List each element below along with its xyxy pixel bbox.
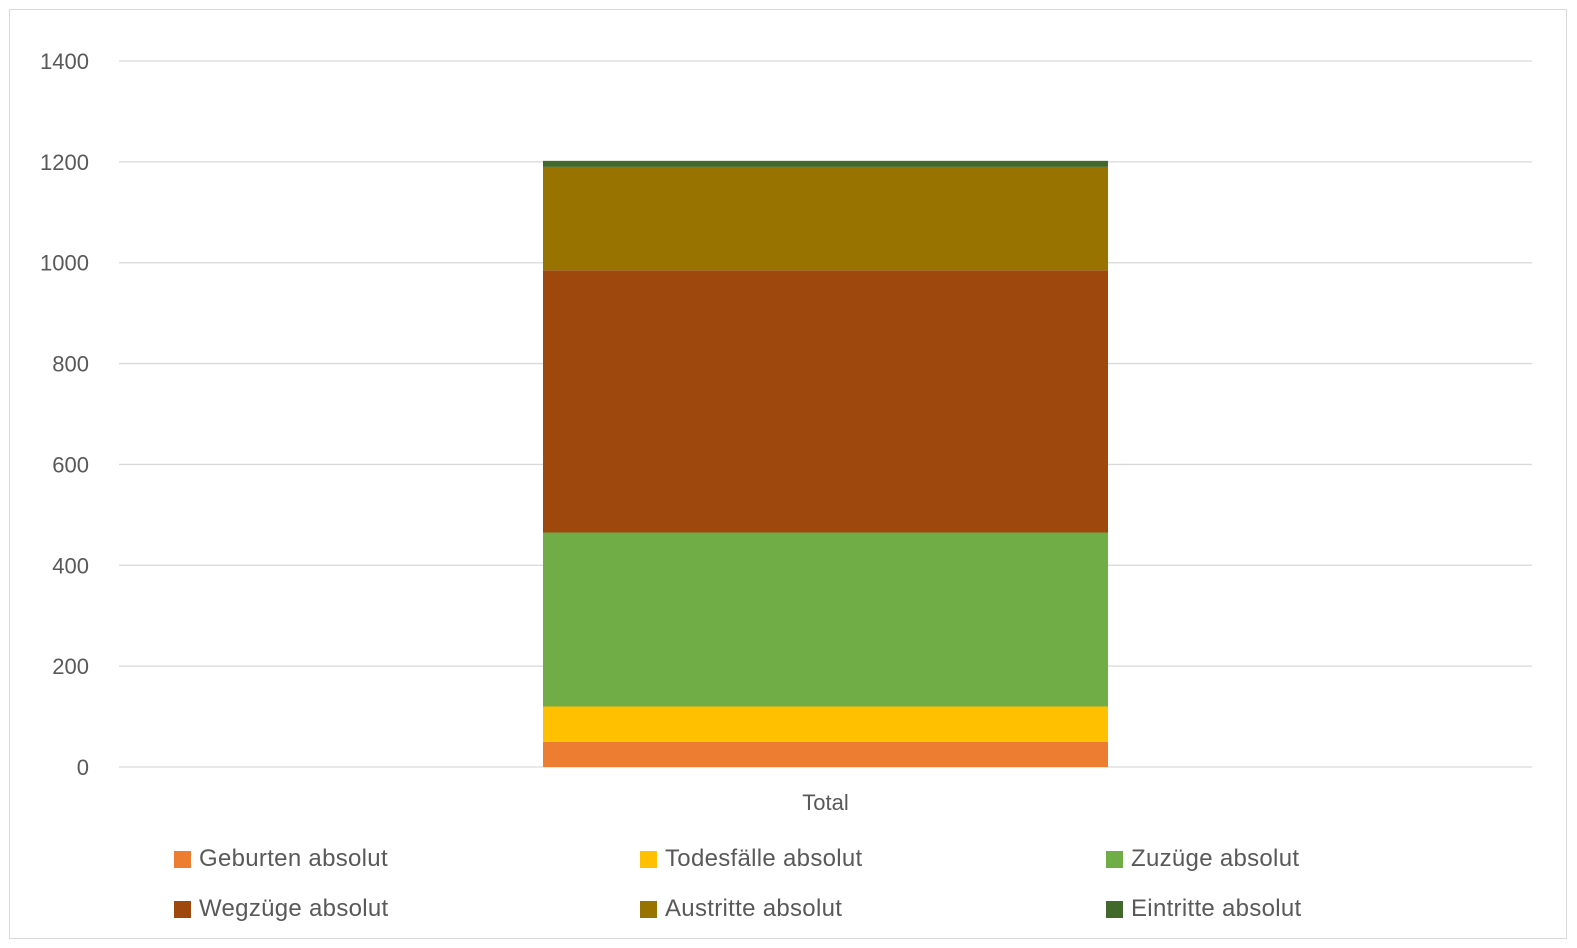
y-tick-label: 0 (77, 755, 89, 780)
bar-segment-eintritte-absolut (543, 160, 1108, 167)
x-tick-label: Total (802, 790, 848, 815)
x-axis-ticks: Total (802, 790, 848, 815)
bar-segment-todesf-lle-absolut (543, 706, 1108, 742)
y-tick-label: 400 (52, 553, 89, 578)
bar-segment-wegz-ge-absolut (543, 270, 1108, 533)
y-tick-label: 600 (52, 452, 89, 477)
y-tick-label: 1000 (40, 251, 89, 276)
bar-segment-geburten-absolut (543, 741, 1108, 767)
bar-segment-austritte-absolut (543, 166, 1108, 271)
y-axis-ticks: 0 200 400 600 800 1000 1200 1400 (40, 49, 89, 780)
y-tick-label: 200 (52, 654, 89, 679)
stacked-bar (543, 160, 1108, 767)
y-tick-label: 800 (52, 352, 89, 377)
y-tick-label: 1200 (40, 150, 89, 175)
bar-segment-zuz-ge-absolut (543, 532, 1108, 707)
y-tick-label: 1400 (40, 49, 89, 74)
